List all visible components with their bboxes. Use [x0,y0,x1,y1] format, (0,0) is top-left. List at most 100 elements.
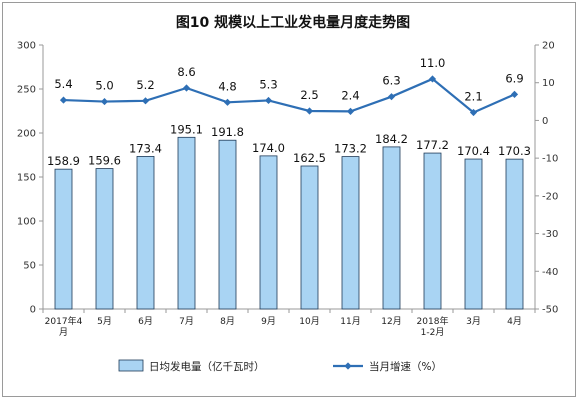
x-tick-line: 2018年 [417,315,449,327]
growth-value-label: 5.3 [259,77,277,91]
left-tick-label: 50 [23,261,36,272]
x-tick-line: 9月 [261,316,276,327]
left-tick-label: 250 [17,85,36,96]
growth-point [510,90,519,99]
growth-point [428,75,437,83]
x-tick-label: 4月 [507,316,522,327]
right-tick-label: -50 [542,305,558,316]
bar [464,158,483,310]
chart-title: 图10 规模以上工业发电量月度走势图 [176,14,410,31]
right-tick-label: -40 [542,267,558,278]
bar-value-label: 173.4 [129,141,162,155]
bar [300,165,319,310]
legend-bar-label: 日均发电量（亿千瓦时） [149,360,265,373]
bar [505,158,524,310]
growth-value-label: 6.9 [505,71,523,85]
x-tick-line: 2017年4 [45,315,83,327]
right-tick-label: 20 [542,41,555,52]
left-tick-label: 200 [17,129,36,140]
bar [136,156,155,310]
bar-value-label: 158.9 [47,154,80,168]
growth-point [305,107,314,115]
legend-bar-swatch [118,359,144,372]
growth-point [182,84,191,92]
x-tick-line: 7月 [179,316,194,327]
growth-point [223,98,232,106]
bars [54,136,524,310]
bar-value-label: 170.3 [498,144,531,158]
bar [423,152,442,310]
growth-point [141,97,150,105]
x-tick-label: 8月 [220,316,235,327]
x-tick-label: 6月 [138,316,153,327]
bar [95,168,114,310]
x-tick-label: 5月 [97,316,112,327]
bar [259,155,278,310]
bar-value-label: 195.1 [170,122,203,136]
x-tick-line: 11月 [340,316,360,327]
right-tick-label: 0 [542,116,548,127]
x-ticks: 2017年4 月 5月 6月 7月 8月 9月 10月 11月 12月 2018年 1-2月 3月 4月 [45,315,522,338]
growth-value-label: 5.0 [95,79,113,93]
line-labels: 5.4 5.0 5.2 8.6 4.8 5.3 2.5 2.4 6.3 11.0 2.1 6.9 [54,56,523,104]
growth-value-label: 2.5 [300,88,318,102]
x-tick-line: 10月 [299,316,319,327]
x-tick-label: 12月 [381,316,401,327]
chart-frame: 图10 规模以上工业发电量月度走势图 0 50 100 150 200 250 300 -50… [2,2,576,397]
growth-value-label: 8.6 [177,65,195,79]
legend: 日均发电量（亿千瓦时） 当月增速（%） [118,359,442,373]
x-tick-line: 5月 [97,316,112,327]
growth-point [469,108,478,117]
growth-line-path [63,77,515,114]
growth-point [346,107,355,115]
x-tick-label: 3月 [466,316,481,327]
growth-point [59,96,68,104]
bar-value-label: 173.2 [334,142,367,156]
left-tick-label: 150 [17,173,36,184]
right-tick-label: -30 [542,229,558,240]
x-tick-label: 7月 [179,316,194,327]
chart-svg: 图10 规模以上工业发电量月度走势图 050100150200250300-50… [17,14,558,373]
right-tick-label: -10 [542,154,558,165]
x-tick-label: 2017年4 月 [45,315,83,338]
x-tick-line: 8月 [220,316,235,327]
growth-point [100,97,109,106]
x-tick-label: 10月 [299,316,319,327]
x-tick-label: 11月 [340,316,360,327]
bar [54,168,73,310]
growth-point [264,96,273,105]
bar [218,139,237,310]
bar-value-label: 177.2 [416,138,449,152]
growth-value-label: 5.2 [136,78,154,92]
bar-labels: 158.9 159.6 173.4 195.1 191.8 174.0 162.5 173.2… [47,122,531,168]
bar-value-label: 174.0 [252,141,285,155]
growth-value-label: 6.3 [382,74,400,88]
bar [382,146,401,310]
growth-value-label: 11.0 [420,56,446,70]
x-tick-line: 1-2月 [421,327,445,338]
growth-value-label: 2.1 [464,90,482,104]
right-tick-label: -20 [542,191,558,202]
left-tick-label: 100 [17,217,36,228]
x-tick-label: 2018年 1-2月 [417,315,449,338]
x-tick-label: 9月 [261,316,276,327]
x-tick-line: 月 [59,327,68,338]
bar-value-label: 170.4 [457,144,490,158]
bar-value-label: 162.5 [293,151,326,165]
growth-point [387,93,396,101]
x-tick-line: 6月 [138,316,153,327]
bar-value-label: 184.2 [375,132,408,146]
growth-value-label: 4.8 [218,79,236,93]
axes: 0 50 100 150 200 250 300 -50 -40 -30 -20 -10 0 10 20 [17,41,558,316]
legend-line-label: 当月增速（%） [369,360,442,373]
bar [341,156,360,310]
bar-value-label: 191.8 [211,125,244,139]
bar-value-label: 159.6 [88,154,121,168]
left-tick-label: 300 [17,41,36,52]
growth-value-label: 2.4 [341,88,359,102]
left-tick-label: 0 [30,305,36,316]
x-tick-line: 12月 [381,316,401,327]
bar [177,136,196,310]
growth-value-label: 5.4 [54,77,72,91]
legend-line-marker [344,362,352,370]
